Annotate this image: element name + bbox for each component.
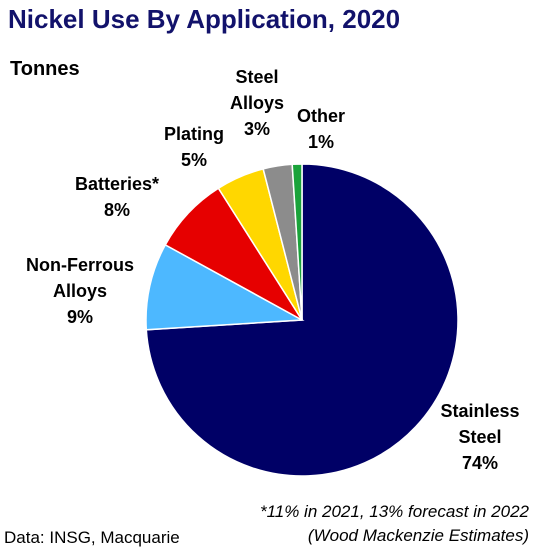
slice-category-label: Alloys bbox=[53, 281, 107, 301]
footnote: *11% in 2021, 13% forecast in 2022 (Wood… bbox=[260, 500, 529, 548]
slice-value-label: 74% bbox=[462, 453, 498, 473]
slice-label-3: Plating 5% bbox=[164, 124, 224, 170]
slice-category-label: Alloys bbox=[230, 93, 284, 113]
slice-value-label: 9% bbox=[67, 307, 93, 327]
footnote-line-2: (Wood Mackenzie Estimates) bbox=[307, 526, 529, 545]
slice-label-5: Other 1% bbox=[297, 106, 345, 152]
pie-slices bbox=[145, 163, 459, 477]
slice-label-0: Stainless Steel 74% bbox=[440, 401, 519, 473]
chart-unit: Tonnes bbox=[10, 58, 80, 80]
slice-label-4: Steel Alloys 3% bbox=[230, 67, 284, 139]
slice-category-label: Plating bbox=[164, 124, 224, 144]
slice-category-label: Non-Ferrous bbox=[26, 255, 134, 275]
chart-title: Nickel Use By Application, 2020 bbox=[8, 4, 401, 34]
pie-slice-1 bbox=[145, 243, 305, 331]
slice-category-label: Steel bbox=[235, 67, 278, 87]
slice-value-label: 1% bbox=[308, 132, 334, 152]
footnote-line-1: *11% in 2021, 13% forecast in 2022 bbox=[259, 502, 529, 521]
slice-category-label: Other bbox=[297, 106, 345, 126]
slice-category-label: Stainless bbox=[440, 401, 519, 421]
slice-value-label: 3% bbox=[244, 119, 270, 139]
slice-value-label: 8% bbox=[104, 200, 130, 220]
slice-value-label: 5% bbox=[181, 150, 207, 170]
source-note: Data: INSG, Macquarie bbox=[4, 528, 180, 547]
pie-labels: Stainless Steel 74% Non-Ferrous Alloys 9% Batt… bbox=[26, 67, 520, 473]
slice-label-1: Non-Ferrous Alloys 9% bbox=[26, 255, 134, 327]
slice-category-label: Steel bbox=[458, 427, 501, 447]
slice-category-label: Batteries* bbox=[75, 174, 159, 194]
slice-label-2: Batteries* 8% bbox=[75, 174, 159, 220]
pie-slice-5 bbox=[291, 163, 303, 321]
